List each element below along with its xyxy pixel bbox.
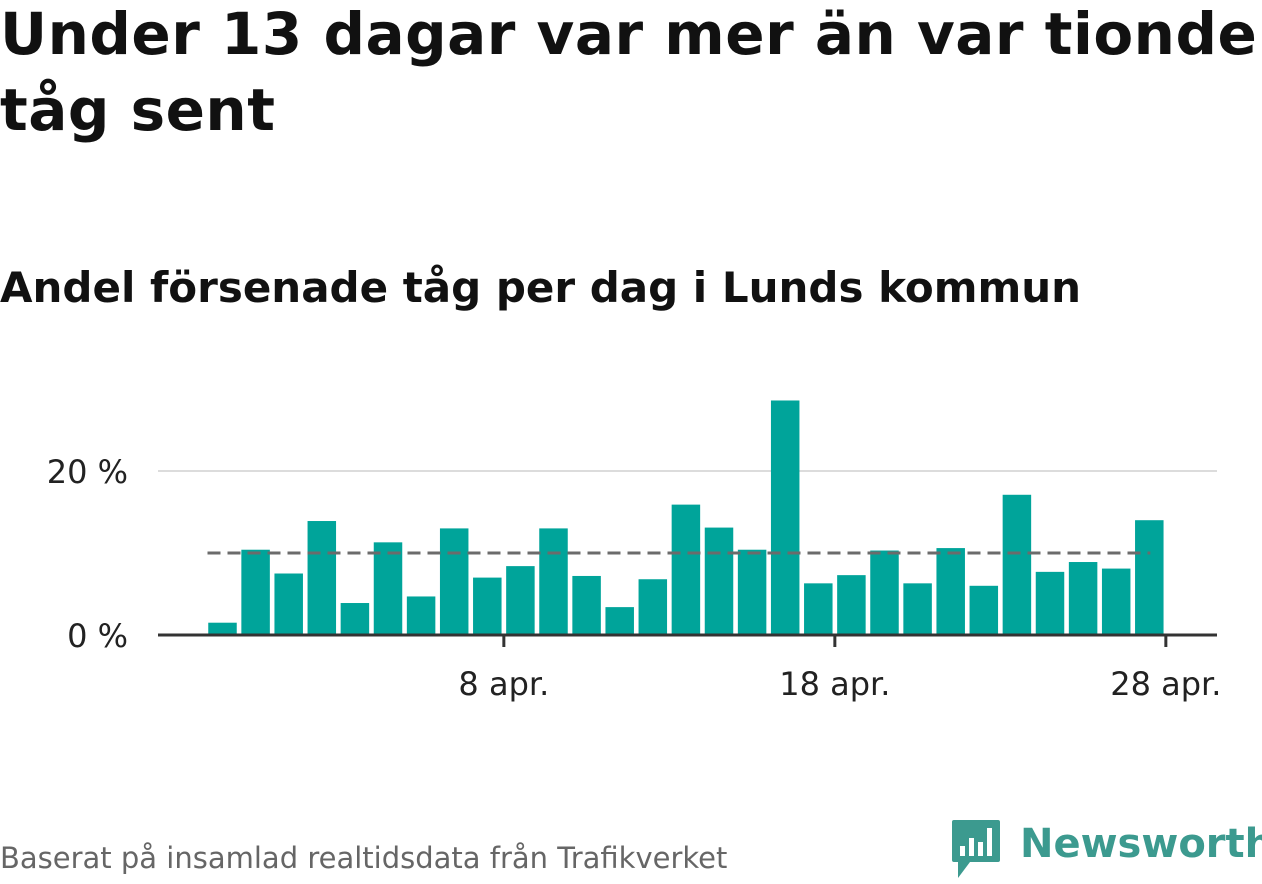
source-note: Baserat på insamlad realtidsdata från Tr… — [0, 841, 728, 875]
bar — [340, 603, 370, 635]
bar — [936, 548, 965, 635]
bar — [1035, 571, 1065, 635]
bar-chart: 0 % 20 % 8 apr. 18 apr. 28 apr. — [47, 400, 1221, 703]
bar — [1135, 520, 1164, 635]
bar — [506, 566, 535, 635]
bar — [704, 527, 734, 635]
bar — [473, 577, 502, 635]
chart-title: Under 13 dagar var mer än var tionde tåg… — [0, 0, 1258, 144]
brand-name: Newsworthy — [1020, 821, 1262, 867]
bar — [969, 585, 999, 635]
newsworthy-brand[interactable]: Newsworthy — [950, 818, 1262, 880]
bar — [1002, 494, 1032, 635]
bar — [605, 607, 634, 635]
bar — [737, 549, 767, 635]
x-tick-label: 8 apr. — [458, 665, 549, 703]
bar — [539, 528, 568, 635]
bar — [770, 400, 800, 635]
bar — [638, 579, 668, 635]
bar — [307, 521, 337, 635]
bar — [837, 575, 866, 635]
bar — [1068, 562, 1098, 635]
bar — [373, 542, 403, 635]
bar — [572, 575, 601, 635]
chart-subtitle: Andel försenade tåg per dag i Lunds komm… — [0, 263, 1082, 312]
bar — [903, 583, 932, 635]
y-tick-label: 20 % — [47, 453, 128, 491]
x-tick-label: 18 apr. — [779, 665, 890, 703]
bar — [671, 504, 701, 635]
bar — [1101, 568, 1131, 635]
bar — [274, 573, 303, 635]
bar — [870, 550, 899, 635]
newsworthy-logo-icon — [952, 820, 1000, 878]
y-tick-label: 0 % — [67, 617, 128, 655]
x-tick-label: 28 apr. — [1110, 665, 1221, 703]
bar — [208, 622, 237, 635]
bar — [439, 528, 469, 635]
bar — [241, 549, 270, 635]
bar — [406, 596, 436, 635]
bar — [804, 583, 833, 635]
